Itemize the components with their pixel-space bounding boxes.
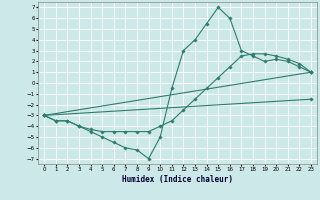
X-axis label: Humidex (Indice chaleur): Humidex (Indice chaleur)	[122, 175, 233, 184]
